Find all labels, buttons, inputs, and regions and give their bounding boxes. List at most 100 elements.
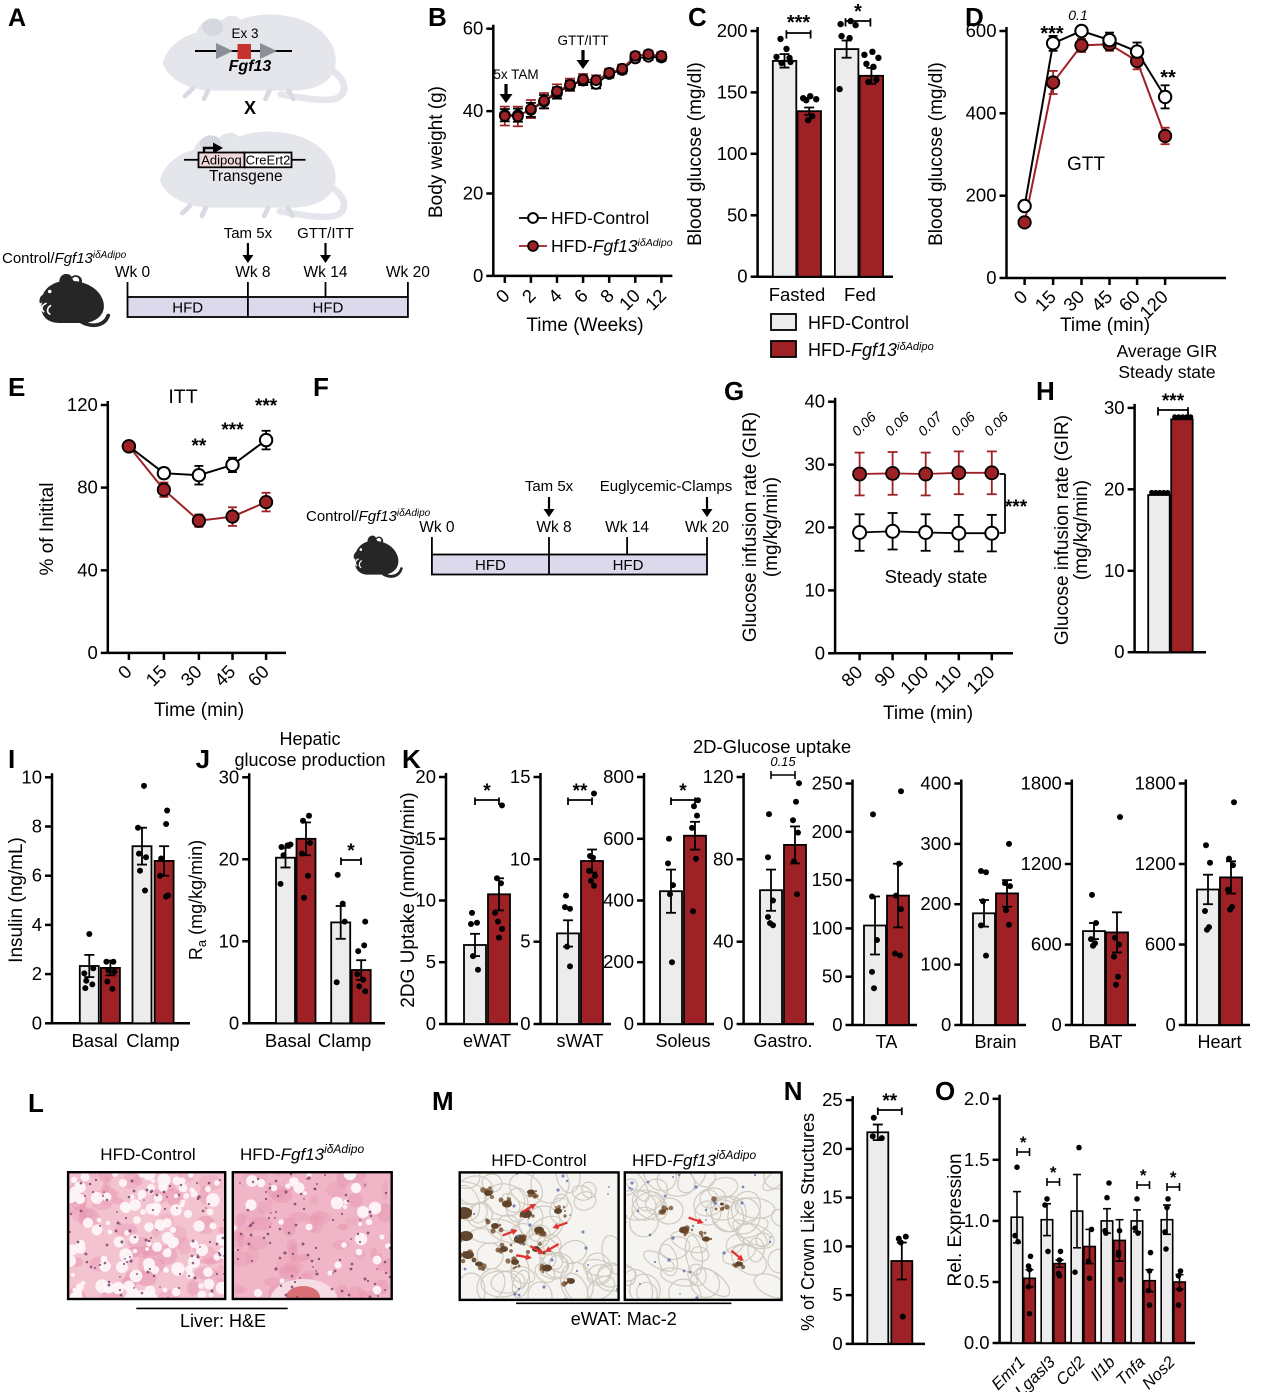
svg-text:0.15: 0.15 [770, 754, 796, 769]
svg-text:0: 0 [1052, 1014, 1062, 1035]
svg-text:Average GIR: Average GIR [1117, 341, 1218, 361]
svg-text:600: 600 [966, 20, 997, 41]
svg-text:Tam 5x: Tam 5x [224, 225, 273, 242]
svg-text:Clamp: Clamp [126, 1030, 179, 1051]
svg-text:eWAT: Mac-2: eWAT: Mac-2 [571, 1309, 677, 1329]
svg-text:Hepatic: Hepatic [279, 729, 340, 749]
svg-text:Time (Weeks): Time (Weeks) [526, 315, 643, 336]
svg-text:Gastro.: Gastro. [753, 1031, 812, 1051]
svg-text:glucose production: glucose production [234, 750, 385, 770]
svg-text:K: K [402, 744, 421, 774]
svg-text:Wk 0: Wk 0 [115, 264, 151, 281]
svg-text:B: B [428, 2, 447, 32]
svg-text:2D-Glucose uptake: 2D-Glucose uptake [693, 736, 851, 757]
svg-text:HFD: HFD [475, 557, 506, 574]
svg-text:G: G [724, 376, 744, 406]
svg-text:0.1: 0.1 [1068, 7, 1087, 23]
svg-text:0: 0 [520, 1013, 530, 1034]
svg-text:HFD-Control: HFD-Control [491, 1151, 586, 1170]
svg-text:Rel. Expression: Rel. Expression [945, 1153, 966, 1286]
svg-text:HFD: HFD [312, 300, 343, 317]
svg-text:Clamp: Clamp [318, 1030, 371, 1051]
svg-text:Wk 20: Wk 20 [386, 264, 430, 281]
svg-text:*: * [679, 781, 687, 802]
svg-text:*: * [1170, 1168, 1177, 1187]
svg-text:sWAT: sWAT [557, 1031, 604, 1051]
svg-text:**: ** [192, 436, 207, 457]
svg-text:C: C [688, 2, 707, 32]
svg-text:Tam 5x: Tam 5x [525, 478, 574, 495]
svg-text:Wk 14: Wk 14 [605, 519, 649, 536]
svg-text:M: M [432, 1086, 454, 1116]
svg-text:200: 200 [966, 185, 997, 206]
svg-text:1200: 1200 [1135, 853, 1176, 874]
svg-text:10: 10 [219, 930, 240, 951]
svg-text:2: 2 [32, 963, 42, 984]
svg-text:Wk 0: Wk 0 [419, 519, 455, 536]
svg-text:400: 400 [603, 890, 634, 911]
svg-text:40: 40 [77, 559, 98, 580]
svg-text:O: O [935, 1076, 955, 1106]
svg-text:40: 40 [805, 391, 826, 412]
svg-text:0: 0 [832, 1333, 842, 1354]
svg-text:6: 6 [32, 865, 42, 886]
svg-text:15: 15 [510, 766, 531, 787]
svg-text:N: N [784, 1076, 803, 1106]
svg-text:120: 120 [67, 394, 98, 415]
svg-text:200: 200 [812, 821, 843, 842]
svg-text:Glucose infusion rate (GIR): Glucose infusion rate (GIR) [1052, 415, 1073, 645]
svg-text:5: 5 [520, 931, 530, 952]
svg-text:0: 0 [737, 266, 747, 287]
svg-text:*: * [1020, 1133, 1027, 1152]
svg-text:*: * [1050, 1163, 1057, 1182]
svg-text:HFD: HFD [613, 557, 644, 574]
svg-text:4: 4 [32, 914, 42, 935]
svg-text:0: 0 [32, 1012, 42, 1033]
svg-text:Basal: Basal [265, 1030, 311, 1051]
svg-text:150: 150 [717, 81, 748, 102]
svg-text:Brain: Brain [974, 1032, 1016, 1052]
svg-text:1200: 1200 [1021, 853, 1062, 874]
svg-text:*: * [483, 781, 491, 802]
svg-text:L: L [28, 1088, 44, 1118]
svg-text:Control/Fgf13iδAdipo: Control/Fgf13iδAdipo [2, 250, 127, 267]
svg-text:***: *** [1162, 391, 1185, 412]
svg-text:20: 20 [219, 848, 240, 869]
svg-text:50: 50 [727, 204, 748, 225]
svg-text:***: *** [1005, 497, 1028, 518]
svg-text:*: * [854, 1, 862, 23]
svg-text:**: ** [1160, 67, 1176, 89]
svg-text:Steady state: Steady state [885, 566, 988, 587]
svg-text:F: F [313, 372, 329, 402]
svg-text:800: 800 [603, 766, 634, 787]
svg-text:*: * [1140, 1166, 1147, 1185]
svg-text:20: 20 [805, 517, 826, 538]
svg-text:***: *** [255, 396, 278, 417]
svg-text:GTT/ITT: GTT/ITT [297, 225, 354, 242]
svg-text:% of Crown Like Structures: % of Crown Like Structures [798, 1113, 818, 1331]
svg-text:150: 150 [812, 869, 843, 890]
svg-text:2DG Uptake (nmol/g/min): 2DG Uptake (nmol/g/min) [398, 792, 419, 1007]
svg-text:*: * [347, 841, 355, 862]
svg-text:0: 0 [624, 1013, 634, 1034]
svg-text:Insulin (ng/mL): Insulin (ng/mL) [6, 837, 27, 963]
svg-text:Glucose infusion rate (GIR): Glucose infusion rate (GIR) [740, 412, 761, 642]
svg-text:Time (min): Time (min) [883, 703, 973, 724]
svg-text:600: 600 [1031, 934, 1062, 955]
svg-text:(mg/kg/min): (mg/kg/min) [1071, 480, 1092, 580]
svg-text:E: E [8, 372, 25, 402]
svg-text:Fasted: Fasted [769, 284, 826, 305]
svg-text:0: 0 [1166, 1014, 1176, 1035]
svg-text:Heart: Heart [1197, 1032, 1241, 1052]
svg-text:0.0: 0.0 [964, 1332, 990, 1353]
svg-text:Wk 8: Wk 8 [235, 264, 270, 281]
svg-text:100: 100 [717, 143, 748, 164]
svg-text:15: 15 [415, 828, 436, 849]
svg-text:GTT/ITT: GTT/ITT [558, 33, 609, 48]
svg-text:HFD: HFD [172, 300, 203, 317]
svg-text:30: 30 [219, 766, 240, 787]
svg-text:10: 10 [510, 848, 531, 869]
svg-text:Basal: Basal [71, 1030, 117, 1051]
svg-text:0: 0 [426, 1013, 436, 1034]
svg-text:Adipoq: Adipoq [201, 152, 241, 167]
